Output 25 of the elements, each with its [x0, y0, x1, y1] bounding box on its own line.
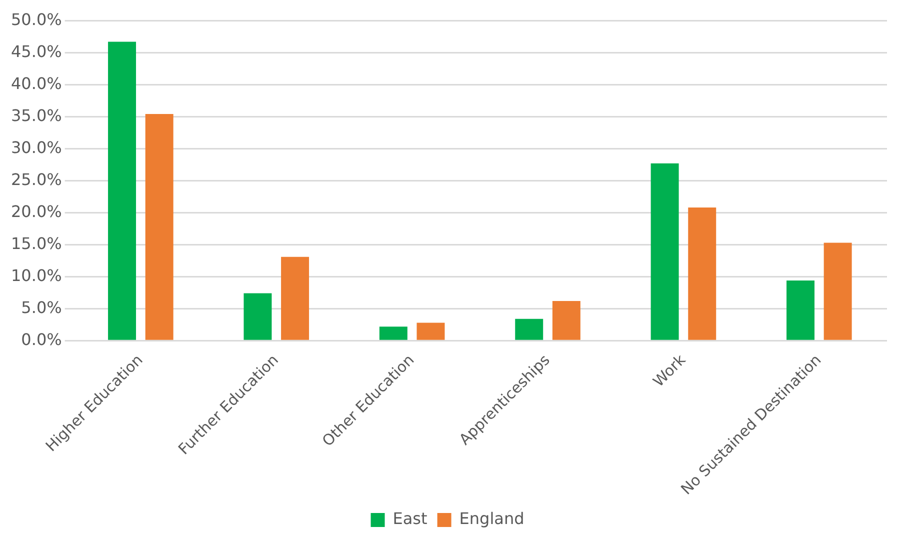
y-tick-label: 25.0%	[11, 170, 62, 189]
y-tick-label: 50.0%	[11, 10, 62, 29]
legend-label: England	[459, 509, 524, 528]
legend-label: East	[392, 509, 428, 528]
y-tick-label: 20.0%	[11, 202, 62, 221]
bar	[824, 242, 852, 340]
y-tick-label: 5.0%	[21, 298, 62, 317]
bar	[688, 208, 716, 340]
bar	[552, 300, 580, 340]
bar	[108, 42, 136, 340]
y-tick-label: 40.0%	[11, 74, 62, 93]
bar	[281, 256, 310, 340]
y-tick-label: 10.0%	[11, 266, 62, 285]
y-tick-label: 35.0%	[11, 106, 62, 125]
y-tick-label: 45.0%	[11, 42, 62, 61]
y-tick-label: 15.0%	[11, 234, 62, 253]
y-tick-label: 0.0%	[21, 330, 62, 349]
y-tick-label: 30.0%	[11, 138, 62, 157]
bar	[650, 163, 679, 340]
bar	[786, 280, 814, 340]
bar	[244, 293, 272, 340]
bar	[145, 114, 174, 340]
bar	[379, 326, 408, 340]
bar	[515, 318, 544, 340]
bar	[416, 322, 445, 340]
